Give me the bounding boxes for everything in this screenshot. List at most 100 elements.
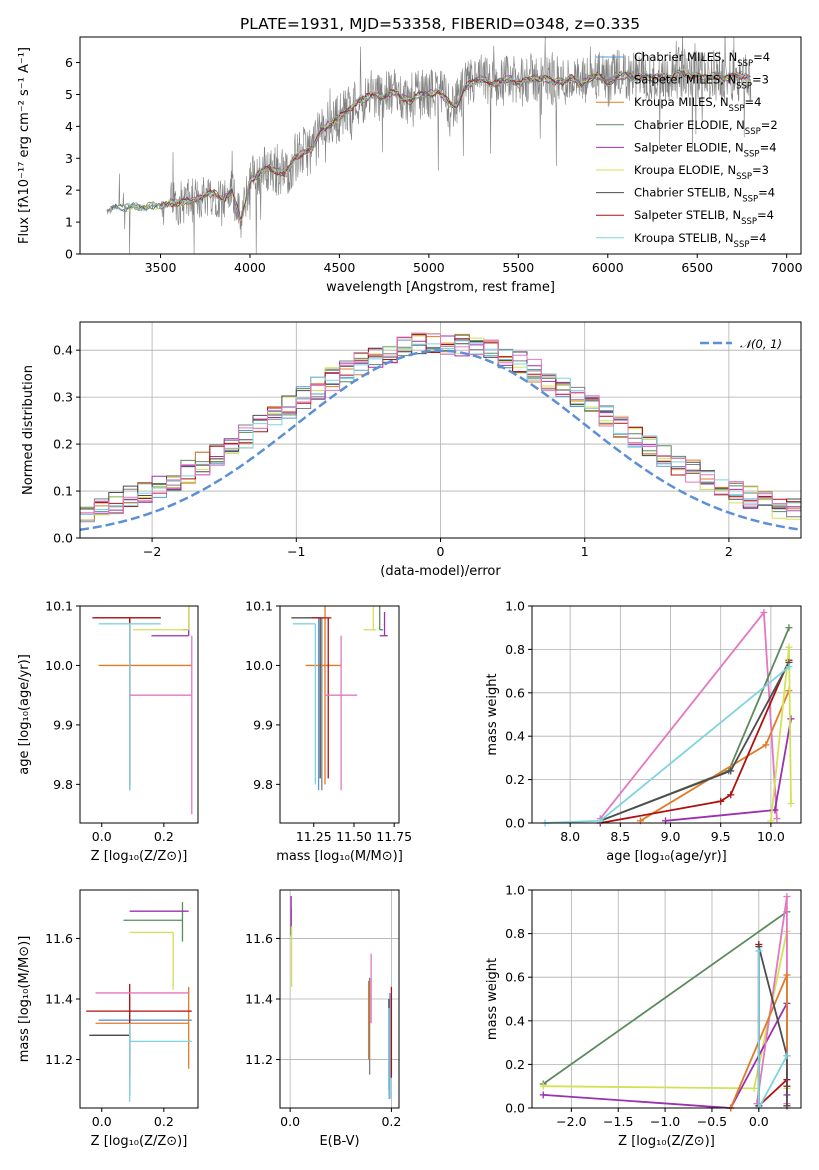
x-tick-label: −1.0 [650, 1114, 680, 1129]
y-tick-label: 0.1 [53, 484, 73, 499]
y-axis-label: mass [log₁₀(M/M⊙)] [17, 936, 32, 1063]
y-tick-label: 0.4 [505, 1013, 525, 1028]
x-tick-label: −1.5 [603, 1114, 633, 1129]
legend-entry: Salpeter MILES, NSSP=3 [634, 73, 769, 92]
legend-entry: Salpeter ELODIE, NSSP=4 [634, 140, 777, 159]
weight-marker [755, 947, 763, 955]
weight-marker [787, 715, 795, 723]
y-tick-label: 0.4 [505, 729, 525, 744]
y-tick-label: 9.9 [53, 717, 73, 732]
weight-marker [785, 643, 793, 651]
y-tick-label: 11.6 [245, 931, 273, 946]
legend-entry: Salpeter STELIB, NSSP=4 [634, 208, 774, 227]
x-axis-label: Z [log₁₀(Z/Z⊙)] [91, 849, 188, 864]
error-bar-point [92, 617, 161, 791]
x-tick-label: 3500 [145, 260, 177, 275]
plot-area [541, 609, 795, 827]
legend-entry: Kroupa STELIB, NSSP=4 [634, 231, 766, 250]
x-tick-label: 11.75 [376, 829, 412, 844]
y-tick-label: 9.8 [253, 777, 273, 792]
weight-series-line [542, 911, 788, 1085]
weight-marker [750, 1084, 758, 1092]
x-axis-label: Z [log₁₀(Z/Z⊙)] [91, 1134, 188, 1149]
error-bar-point [292, 623, 317, 785]
weight-marker [783, 971, 791, 979]
x-tick-label: 0.2 [381, 1114, 401, 1129]
error-bar-point [123, 902, 184, 942]
x-tick-label: 11.50 [336, 829, 372, 844]
model-spectrum-line [124, 68, 751, 221]
weight-marker [727, 767, 735, 775]
panel-residuals: −2 −1 0 1 2 0.0 0.1 0.2 0.3 0.4 (data-model)/error… [21, 321, 802, 579]
error-bar-point [86, 983, 192, 1072]
error-bar-point [312, 617, 332, 779]
x-tick-label: −2.0 [556, 1114, 586, 1129]
y-tick-label: 10.1 [45, 599, 73, 614]
x-tick-label: 8.0 [560, 829, 580, 844]
plot-area [539, 893, 791, 1112]
axes-frame [531, 605, 802, 824]
x-tick-label: 0.2 [154, 829, 174, 844]
weight-marker [783, 1052, 791, 1060]
error-bar-point [129, 635, 193, 815]
y-tick-label: 0.2 [505, 772, 525, 787]
panel-age-vs-Z: 0.0 0.2 9.8 9.9 10.0 10.1 Z [log₁₀(Z/Z⊙)] age [… [17, 599, 199, 864]
y-tick-label: 11.2 [245, 1052, 273, 1067]
weight-marker [787, 799, 795, 807]
y-tick-label: 10.0 [245, 658, 273, 673]
x-tick-label: 6000 [592, 260, 624, 275]
plot-area [290, 896, 393, 1099]
x-tick-label: −2 [143, 544, 161, 559]
y-tick-label: 0.4 [53, 343, 73, 358]
axes-frame [79, 605, 199, 824]
x-tick-label: 4500 [324, 260, 356, 275]
weight-marker [539, 1091, 547, 1099]
y-tick-label: 11.2 [45, 1052, 73, 1067]
error-bar-point [305, 617, 323, 791]
y-tick-label: 0.2 [505, 1057, 525, 1072]
x-tick-label: 0.0 [749, 1114, 769, 1129]
plot-area [86, 902, 192, 1102]
error-bar-point [182, 606, 190, 631]
y-tick-label: 3 [65, 151, 73, 166]
x-tick-label: 10.0 [757, 829, 785, 844]
error-bar-point [129, 931, 174, 990]
y-tick-label: 0.2 [53, 437, 73, 452]
residual-histogram [80, 332, 801, 515]
y-axis-label: age [log₁₀(age/yr)] [17, 654, 32, 775]
observed-spectrum-line [106, 37, 752, 254]
error-bar-point [98, 664, 192, 785]
y-tick-label: 6 [65, 55, 73, 70]
x-axis-label: age [log₁₀(age/yr)] [606, 849, 727, 864]
y-tick-label: 0.0 [505, 816, 525, 831]
y-tick-label: 4 [65, 119, 73, 134]
y-tick-label: 11.6 [45, 931, 73, 946]
y-tick-label: 5 [65, 87, 73, 102]
weight-marker [727, 791, 735, 799]
y-tick-label: 2 [65, 183, 73, 198]
weight-marker [760, 609, 768, 617]
error-bar-point [98, 995, 192, 1057]
x-tick-label: 4000 [234, 260, 266, 275]
x-axis-label: E(B-V) [319, 1134, 359, 1149]
x-axis-label: mass [log₁₀(M/M⊙)] [276, 849, 403, 864]
panel-weight-vs-age: 8.0 8.5 9.0 9.5 10.0 0.0 0.2 0.4 0.6 0.8 1.0 age [l… [485, 599, 802, 864]
x-tick-label: 2 [725, 544, 733, 559]
model-spectrum-line [124, 70, 751, 222]
axes-frame [279, 605, 400, 824]
plot-area [291, 606, 388, 791]
error-bar-point [305, 606, 342, 785]
y-tick-label: 11.4 [45, 992, 73, 1007]
x-tick-label: 9.0 [661, 829, 681, 844]
panel-mass-vs-EBV: 0.0 0.2 11.2 11.4 11.6 E(B-V) [245, 889, 401, 1149]
x-axis-label: wavelength [Angstrom, rest frame] [326, 280, 555, 295]
error-bar-point [92, 1017, 131, 1096]
legend-entry: Chabrier STELIB, NSSP=4 [634, 186, 775, 205]
legend-entry: Kroupa MILES, NSSP=4 [634, 95, 761, 114]
error-bar-point [379, 611, 388, 637]
y-tick-label: 11.4 [245, 992, 273, 1007]
y-tick-label: 1.0 [505, 883, 525, 898]
weight-series-line [600, 659, 790, 824]
gaussian-curve [80, 349, 801, 532]
